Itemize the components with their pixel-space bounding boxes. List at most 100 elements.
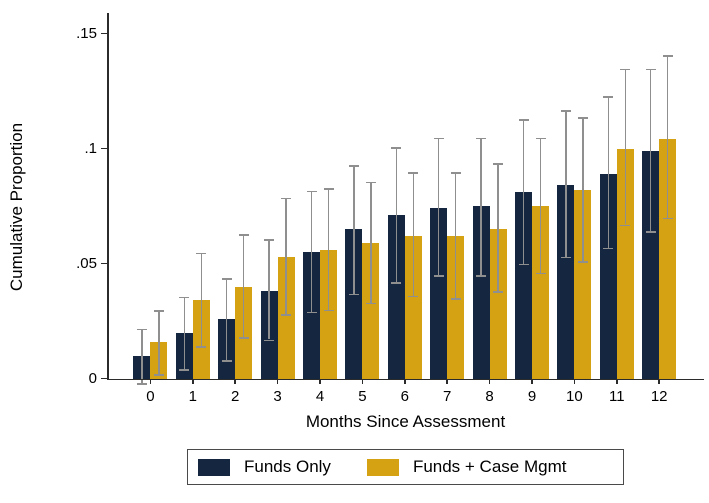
error-bar-cap-bottom [348, 293, 359, 296]
bar-funds-only-month-11 [599, 173, 617, 379]
error-bar-stem [649, 70, 652, 232]
error-bar-cap-bottom [196, 346, 207, 348]
bar-funds-case-mgmt-month-4 [320, 249, 337, 379]
y-tick-label-05: .05 [76, 254, 97, 272]
error-bar-cap-bottom [603, 247, 614, 250]
x-tick-label-9: 9 [527, 388, 537, 405]
y-tick [100, 147, 107, 150]
y-tick [100, 32, 107, 35]
error-bar-cap-top [518, 119, 529, 121]
error-bar-cap-top [264, 239, 275, 241]
x-tick-label-0: 0 [146, 388, 155, 405]
bar-funds-case-mgmt-month-8 [489, 229, 507, 379]
error-bar-cap-bottom [476, 275, 487, 277]
legend-label-funds-only: Funds Only [244, 457, 331, 476]
error-bar-cap-bottom [560, 256, 571, 259]
bar-funds-only-month-6 [387, 215, 405, 379]
error-bar-cap-bottom [662, 217, 673, 220]
error-bar-cap-bottom [179, 369, 190, 371]
error-bar-stem [582, 118, 584, 262]
error-bar-stem [395, 148, 398, 282]
x-tick-label-6: 6 [400, 388, 409, 405]
x-tick [446, 380, 448, 385]
error-bar-cap-top [348, 165, 359, 167]
error-bar-cap-bottom [238, 337, 249, 339]
funds-case-mgmt-swatch [366, 458, 399, 476]
y-axis-line [107, 13, 109, 380]
error-bar-stem [200, 254, 203, 347]
legend-label-funds-case-mgmt: Funds + Case Mgmt [412, 457, 567, 476]
error-bar-stem [141, 330, 143, 384]
error-bar-cap-bottom [323, 309, 334, 312]
bar-funds-case-mgmt-month-3 [277, 256, 295, 379]
error-bar-stem [310, 192, 313, 312]
x-tick [404, 380, 406, 385]
error-bar-cap-top [408, 172, 419, 174]
bar-funds-only-month-12 [642, 150, 660, 379]
x-tick-label-8: 8 [485, 388, 494, 405]
bar-funds-only-month-9 [515, 192, 532, 379]
error-bar-cap-top [391, 147, 402, 149]
error-bar-stem [437, 139, 440, 276]
y-tick [100, 262, 107, 265]
error-bar-stem [225, 279, 228, 361]
x-axis-title: Months Since Assessment [305, 412, 506, 431]
x-tick [658, 380, 660, 385]
y-tick [100, 377, 107, 380]
error-bar-stem [565, 111, 567, 257]
error-bar-cap-top [560, 110, 571, 112]
error-bar-stem [158, 311, 160, 374]
x-tick [319, 380, 321, 385]
error-bar-cap-top [196, 252, 207, 255]
error-bar-cap-top [153, 310, 164, 312]
funds-only-swatch [198, 458, 230, 476]
x-tick-label-2: 2 [231, 388, 240, 405]
x-tick-label-3: 3 [273, 388, 282, 405]
error-bar-stem [183, 298, 186, 370]
error-bar-cap-bottom [433, 275, 444, 277]
error-bar-cap-top [323, 188, 334, 190]
error-bar-cap-bottom [264, 339, 275, 342]
error-bar-cap-top [476, 137, 487, 140]
error-bar-cap-top [221, 278, 232, 280]
bar-funds-only-month-8 [472, 206, 490, 379]
error-bar-cap-bottom [391, 282, 402, 284]
x-tick-label-4: 4 [315, 388, 325, 405]
error-bar-cap-bottom [365, 302, 376, 305]
x-tick-label-7: 7 [443, 388, 452, 405]
bar-funds-only-month-4 [303, 252, 320, 379]
y-tick-label-0: 0 [88, 369, 97, 387]
error-bar-cap-top [493, 163, 504, 165]
bar-funds-case-mgmt-month-5 [362, 242, 380, 379]
bar-funds-case-mgmt-month-12 [659, 139, 677, 379]
bar-funds-case-mgmt-month-10 [574, 190, 592, 379]
x-tick-label-1: 1 [188, 388, 197, 405]
error-bar-stem [327, 190, 330, 310]
error-bar-stem [454, 173, 457, 299]
legend-item-funds-case-mgmt: Funds + Case Mgmt [366, 457, 567, 477]
error-bar-cap-top [645, 68, 656, 71]
x-tick [573, 380, 576, 385]
error-bar-cap-bottom [645, 231, 656, 233]
error-bar-cap-top [662, 55, 673, 57]
error-bar-cap-top [238, 234, 249, 236]
error-bar-cap-top [365, 181, 376, 184]
error-bar-stem [497, 164, 499, 292]
x-tick-label-5: 5 [358, 388, 367, 405]
legend-item-funds-only: Funds Only [198, 457, 331, 477]
bar-funds-case-mgmt-month-7 [447, 236, 465, 379]
x-tick [531, 380, 533, 385]
error-bar-stem [480, 139, 482, 276]
error-bar-cap-bottom [535, 272, 546, 275]
bar-funds-only-month-10 [557, 185, 575, 379]
bar-funds-only-month-5 [345, 229, 363, 379]
bar-funds-case-mgmt-month-11 [616, 148, 634, 379]
error-bar-cap-bottom [493, 291, 504, 293]
x-tick [488, 380, 491, 385]
x-tick [149, 380, 152, 385]
error-bar-cap-bottom [620, 224, 631, 227]
error-bar-stem [624, 70, 627, 225]
error-bar-stem [242, 236, 245, 338]
x-tick [616, 380, 618, 385]
